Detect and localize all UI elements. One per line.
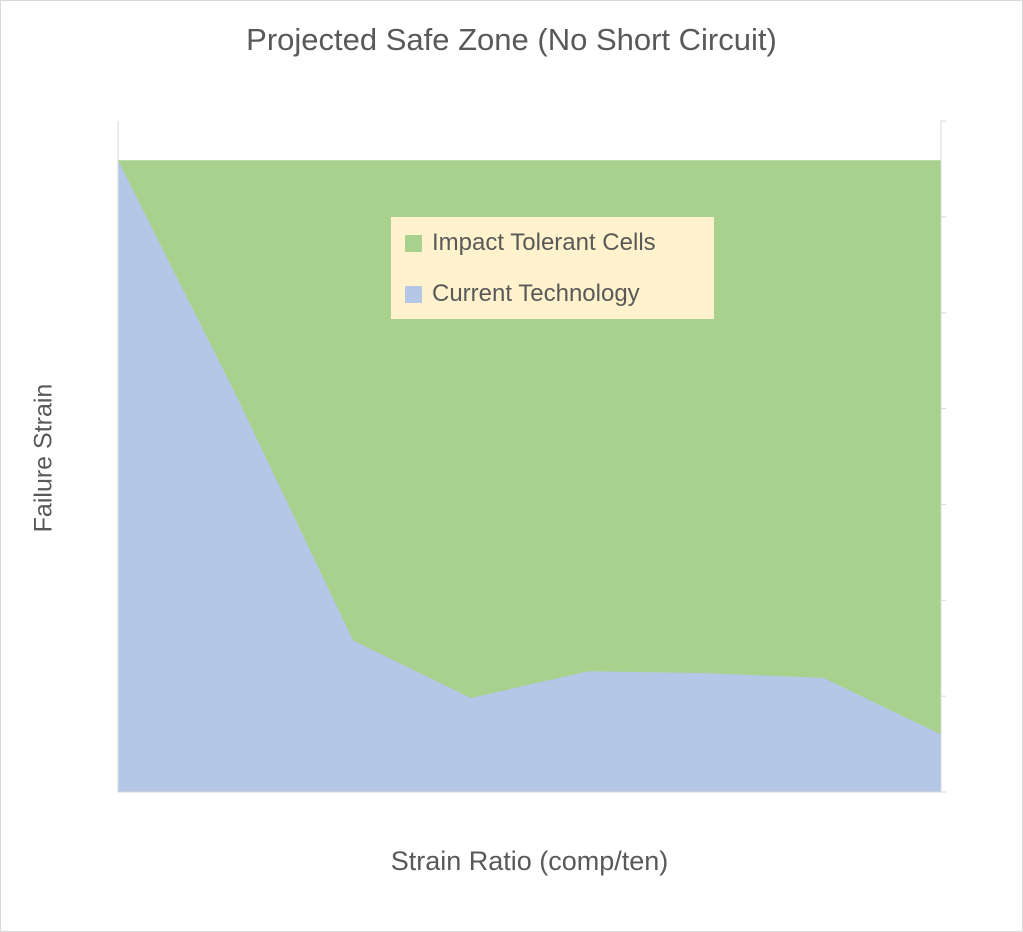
legend-swatch — [405, 234, 422, 252]
area-current-technology — [118, 160, 941, 793]
legend-item-current: Current Technology — [405, 280, 640, 308]
chart-title: Projected Safe Zone (No Short Circuit) — [246, 22, 777, 57]
legend: Impact Tolerant Cells Current Technology — [391, 217, 714, 319]
legend-item-impact: Impact Tolerant Cells — [405, 229, 656, 257]
legend-swatch — [405, 285, 422, 303]
legend-label: Impact Tolerant Cells — [432, 229, 656, 256]
legend-label: Current Technology — [432, 280, 640, 307]
x-axis-label: Strain Ratio (comp/ten) — [390, 846, 669, 876]
y-axis-label: Failure Strain — [29, 383, 58, 533]
